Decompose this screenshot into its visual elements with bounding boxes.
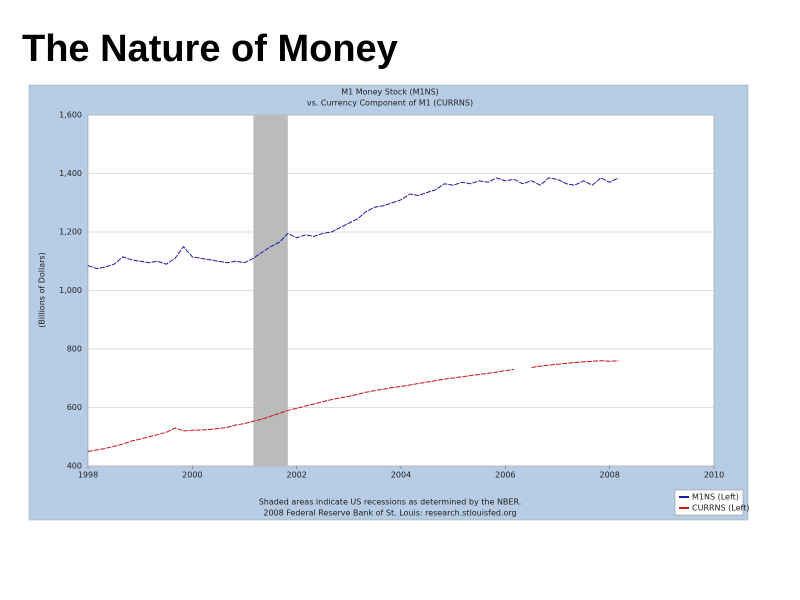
slide-title: The Nature of Money [22,28,398,70]
y-tick-label: 1,200 [59,228,82,237]
x-tick-label: 2010 [704,471,724,480]
y-tick-label: 1,600 [59,111,82,120]
y-tick-label: 400 [67,462,82,471]
x-tick-label: 2002 [286,471,306,480]
footnote: Shaded areas indicate US recessions as d… [259,498,522,507]
chart-subtitle: vs. Currency Component of M1 (CURRNS) [307,99,473,108]
y-tick-label: 800 [67,345,82,354]
legend-box [674,489,744,516]
y-tick-label: 600 [67,403,82,412]
legend-label: CURRNS (Left) [692,504,749,513]
x-tick-label: 2008 [599,471,619,480]
legend-label: M1NS (Left) [692,493,739,502]
x-tick-label: 2000 [182,471,202,480]
series-line [87,360,619,452]
y-tick-label: 1,000 [59,286,82,295]
source: 2008 Federal Reserve Bank of St. Louis: … [263,509,516,518]
chart-title: M1 Money Stock (M1NS) [341,88,439,97]
y-tick-label: 1,400 [59,169,82,178]
x-tick-label: 2004 [391,471,411,480]
x-tick-label: 1998 [78,471,98,480]
y-axis-label: (Billions of Dollars) [38,252,47,327]
series-line [87,177,619,270]
x-tick-label: 2006 [495,471,515,480]
